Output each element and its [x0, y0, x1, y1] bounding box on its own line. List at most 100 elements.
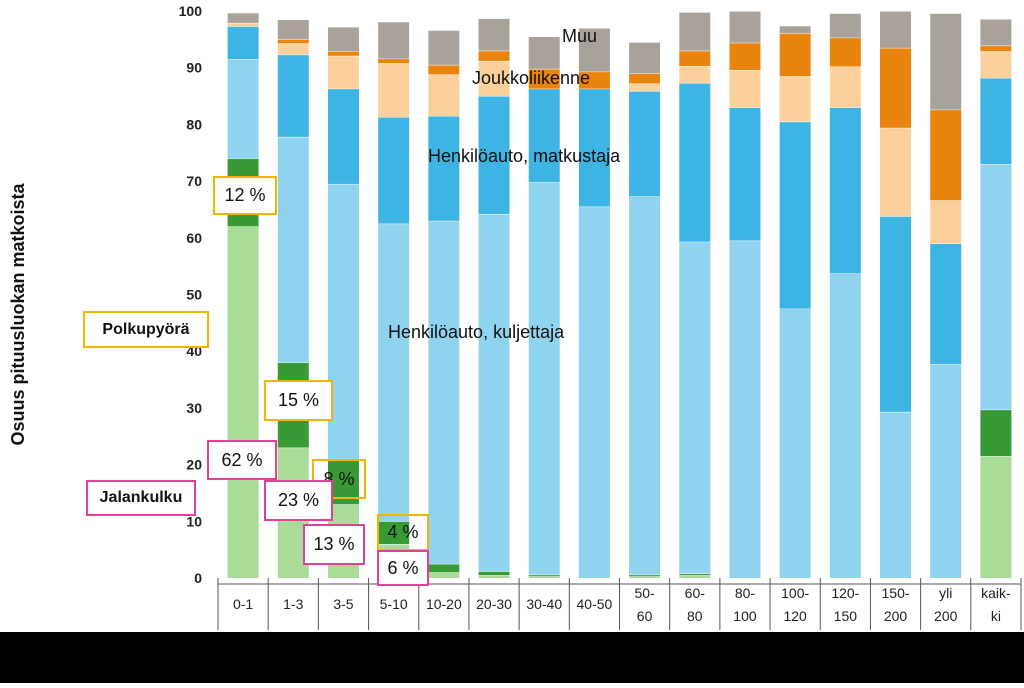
bar-segment	[829, 107, 861, 274]
bar-segment	[528, 574, 560, 577]
bar-segment	[327, 458, 359, 505]
bar-segment	[980, 18, 1012, 46]
bar-segment	[378, 223, 410, 522]
x-tick-label: 40-50	[577, 596, 613, 612]
x-tick-label: 150-	[882, 585, 910, 601]
x-tick-label: 20-30	[476, 596, 512, 612]
bar-segment	[428, 572, 460, 578]
series-label: Henkilöauto, kuljettaja	[388, 322, 565, 342]
bar-segment	[478, 50, 510, 61]
bar-segment	[528, 88, 560, 183]
bar-segment	[227, 12, 259, 23]
bar-segment	[930, 243, 962, 365]
y-tick-label: 0	[194, 570, 202, 586]
y-tick-label: 90	[186, 60, 202, 76]
bar-segment	[277, 43, 309, 55]
callout-walk-0-1: 62 %	[207, 440, 277, 480]
x-tick-label: yli	[939, 585, 952, 601]
bar-segment	[578, 88, 610, 207]
bar-segment	[729, 42, 761, 70]
bottom-black-band	[0, 632, 1024, 683]
x-tick-label: 100-	[781, 585, 809, 601]
x-tick-label: kaik-	[981, 585, 1011, 601]
bar-segment	[779, 308, 811, 578]
legend-box-jalankulku: Jalankulku	[86, 480, 196, 516]
bar-segment	[227, 26, 259, 60]
bar-segment	[428, 220, 460, 564]
bar-segment	[428, 64, 460, 75]
bar-segment	[880, 411, 912, 578]
x-tick-label: 0-1	[233, 596, 253, 612]
bar-segment	[629, 42, 661, 74]
x-tick-label: 80	[687, 608, 703, 624]
bar-segment	[378, 58, 410, 64]
bar-segment	[378, 21, 410, 59]
bar-segment	[428, 30, 460, 65]
bar-segment	[629, 83, 661, 91]
bar-segment	[679, 50, 711, 66]
x-tick-label: 3-5	[333, 596, 353, 612]
callout-cycle-5-10: 4 %	[377, 514, 429, 551]
x-tick-label: 10-20	[426, 596, 462, 612]
series-label: Muu	[562, 26, 597, 46]
x-tick-label: 200	[934, 608, 958, 624]
bar-segment	[679, 65, 711, 84]
bar-segment	[629, 73, 661, 84]
bar-segment	[779, 76, 811, 122]
bar-segment	[980, 164, 1012, 410]
bar-segment	[277, 136, 309, 363]
bar-segment	[980, 456, 1012, 578]
y-tick-label: 60	[186, 230, 202, 246]
bar-segment	[528, 68, 560, 89]
bar-segment	[327, 26, 359, 52]
bar-segment	[829, 13, 861, 38]
bar-segment	[478, 18, 510, 51]
bar-segment	[277, 39, 309, 44]
bar-segment	[729, 69, 761, 108]
x-tick-label: 120-	[831, 585, 859, 601]
bar-segment	[880, 11, 912, 48]
bar-segment	[378, 521, 410, 544]
bar-segment	[930, 200, 962, 244]
bar-segment	[327, 183, 359, 459]
bar-segment	[428, 115, 460, 221]
bar-segment	[478, 96, 510, 214]
bar-segment	[829, 66, 861, 108]
bar-segment	[528, 182, 560, 575]
bar-segment	[528, 576, 560, 578]
bar-segment	[478, 213, 510, 572]
bar-segment	[679, 241, 711, 574]
callout-walk-5-10: 6 %	[377, 550, 429, 586]
bar-segment	[327, 88, 359, 184]
callout-walk-1-3: 23 %	[264, 480, 333, 521]
bar-segment	[528, 36, 560, 69]
bar-segment	[629, 196, 661, 575]
bar-segment	[227, 59, 259, 159]
bar-segment	[980, 409, 1012, 457]
y-tick-label: 50	[186, 287, 202, 303]
bar-segment	[428, 563, 460, 573]
bar-segment	[880, 127, 912, 217]
bar-segment	[277, 19, 309, 40]
bar-segment	[428, 74, 460, 116]
bar-segment	[829, 273, 861, 578]
bar-segment	[880, 47, 912, 128]
bar-segment	[227, 226, 259, 578]
bar-segment	[980, 51, 1012, 78]
bar-segment	[478, 571, 510, 576]
bar-segment	[679, 575, 711, 578]
x-tick-label: 1-3	[283, 596, 303, 612]
x-tick-label: 30-40	[526, 596, 562, 612]
x-tick-label: ki	[991, 608, 1001, 624]
bar-segment	[378, 63, 410, 118]
bar-segment	[227, 22, 259, 27]
series-label: Henkilöauto, matkustaja	[428, 146, 621, 166]
x-tick-label: 5-10	[380, 596, 408, 612]
bar-segment	[629, 576, 661, 578]
bar-segment	[327, 51, 359, 56]
bar-segment	[880, 216, 912, 412]
bar-segment	[930, 364, 962, 578]
bar-segment	[679, 12, 711, 51]
callout-walk-3-5: 13 %	[303, 524, 365, 565]
